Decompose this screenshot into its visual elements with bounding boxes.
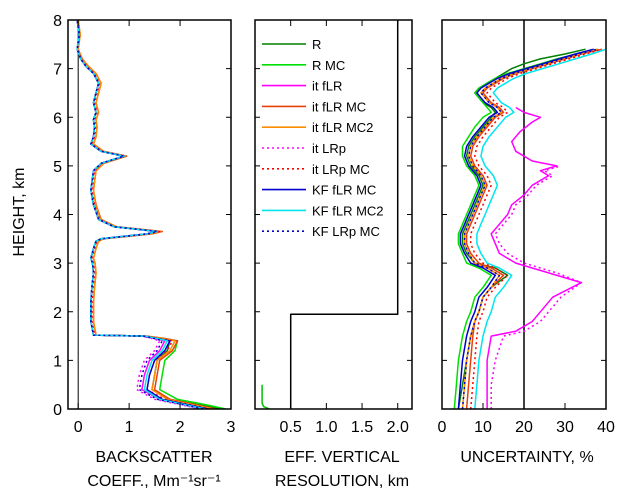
x-tick-label: 3 <box>227 419 236 436</box>
legend-label: R <box>312 37 321 52</box>
x-tick-label: 20 <box>515 419 533 436</box>
x-tick-label: 0 <box>438 419 447 436</box>
series-it-flr-mc2 <box>77 20 214 409</box>
resolution-panel: 0.5 1.0 1.5 2.0 <box>254 19 413 436</box>
legend-label: it fLR MC <box>312 99 366 114</box>
legend-label: it LRp MC <box>312 162 370 177</box>
x-tick-label: 30 <box>556 419 574 436</box>
y-tick-label: 8 <box>53 13 62 30</box>
legend-label: R MC <box>312 58 345 73</box>
y-tick-label: 3 <box>53 256 62 273</box>
y-tick-label: 1 <box>53 353 62 370</box>
x-tick-label: 2 <box>176 419 185 436</box>
y-tick-label: 6 <box>53 110 62 127</box>
y-tick-label: 0 <box>53 402 62 419</box>
legend: R R MC it fLR it fLR MC it fLR MC2 it LRp it L… <box>262 37 384 239</box>
x-tick-label: 0 <box>74 419 83 436</box>
x-axis-label-resolution-line2: RESOLUTION, km <box>275 473 409 490</box>
legend-label: it fLR <box>312 79 342 94</box>
series-group <box>261 20 399 409</box>
series-kf-flr-mc2 <box>474 48 606 409</box>
x-tick-label: 0.5 <box>280 419 302 436</box>
x-axis-label-backscatter-line1: BACKSCATTER <box>95 449 212 466</box>
x-axis-label-resolution-line1: EFF. VERTICAL <box>284 449 399 466</box>
series-kf-lrp-mc <box>76 20 204 409</box>
x-tick-label: 10 <box>474 419 492 436</box>
series-kf-flr-mc <box>457 48 594 409</box>
series-it-lrp <box>490 165 583 409</box>
series-r <box>457 48 586 409</box>
series-group <box>453 20 606 409</box>
y-tick-label: 5 <box>53 159 62 176</box>
legend-label: it fLR MC2 <box>312 120 373 135</box>
series-it-flr <box>486 106 583 409</box>
x-tick-label: 40 <box>597 419 615 436</box>
series-r-mc <box>453 48 598 409</box>
series-group <box>76 20 227 409</box>
backscatter-panel: 0 1 2 3 4 5 6 7 8 0 1 2 3 <box>53 13 235 436</box>
series-kf-lrp-mc <box>461 48 598 409</box>
x-tick-label: 1.5 <box>351 419 373 436</box>
plot-frame <box>67 19 232 410</box>
legend-label: KF LRp MC <box>312 224 380 239</box>
series-line-0 <box>289 20 399 409</box>
y-tick-label: 4 <box>53 208 62 225</box>
x-tick-label: 2.0 <box>387 419 409 436</box>
series-line-1 <box>261 384 270 409</box>
legend-label: KF fLR MC <box>312 183 376 198</box>
legend-label: KF fLR MC2 <box>312 203 384 218</box>
uncertainty-panel: 0 10 20 30 40 <box>438 19 615 436</box>
series-it-lrp-mc <box>469 48 603 409</box>
y-tick-label: 2 <box>53 305 62 322</box>
x-axis-label-uncertainty: UNCERTAINTY, % <box>460 449 593 466</box>
x-axis-label-backscatter-line2: COEFF., Mm⁻¹sr⁻¹ <box>87 473 220 490</box>
legend-label: it LRp <box>312 141 346 156</box>
y-axis-label: HEIGHT, km <box>11 168 28 257</box>
x-tick-label: 1.0 <box>315 419 337 436</box>
y-tick-label: 7 <box>53 62 62 79</box>
x-tick-label: 1 <box>125 419 134 436</box>
